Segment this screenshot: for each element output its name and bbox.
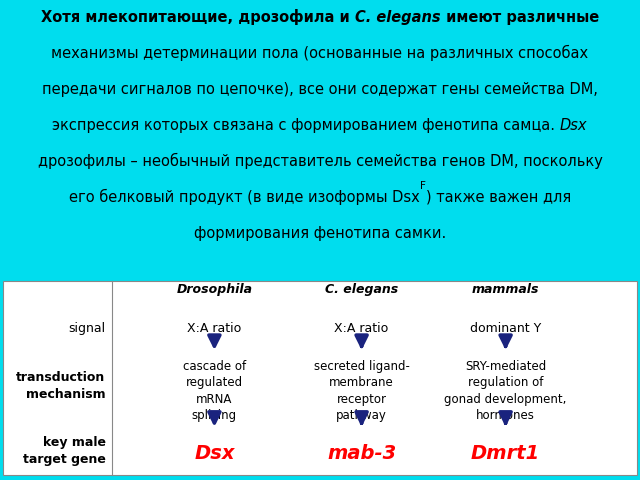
Text: имеют различные: имеют различные xyxy=(440,10,599,24)
Text: mammals: mammals xyxy=(472,283,540,296)
Text: дрозофилы – необычный представитель семейства генов DM, поскольку: дрозофилы – необычный представитель семе… xyxy=(38,153,602,168)
Text: cascade of
regulated
mRNA
splicing: cascade of regulated mRNA splicing xyxy=(183,360,246,422)
Text: mab-3: mab-3 xyxy=(327,444,396,463)
Text: key male
target gene: key male target gene xyxy=(23,436,106,466)
Text: Drosophila: Drosophila xyxy=(177,283,252,296)
Text: его белковый продукт (в виде изоформы Dsx: его белковый продукт (в виде изоформы Ds… xyxy=(69,189,420,204)
Text: Dsx: Dsx xyxy=(194,444,235,463)
Text: передачи сигналов по цепочке), все они содержат гены семейства DM,: передачи сигналов по цепочке), все они с… xyxy=(42,82,598,96)
FancyBboxPatch shape xyxy=(3,281,637,475)
Text: формирования фенотипа самки.: формирования фенотипа самки. xyxy=(194,226,446,240)
Text: механизмы детерминации пола (основанные на различных способах: механизмы детерминации пола (основанные … xyxy=(51,45,589,60)
Text: F: F xyxy=(420,181,426,191)
Text: X:A ratio: X:A ratio xyxy=(335,322,388,336)
Text: C. elegans: C. elegans xyxy=(355,10,440,24)
Text: signal: signal xyxy=(68,322,106,336)
Text: экспрессия которых связана с формированием фенотипа самца.: экспрессия которых связана с формировани… xyxy=(52,118,560,132)
Text: ) также важен для: ) также важен для xyxy=(426,190,571,204)
Text: C. elegans: C. elegans xyxy=(325,283,398,296)
Text: dominant Y: dominant Y xyxy=(470,322,541,336)
Text: Dsx: Dsx xyxy=(560,118,588,132)
Text: Хотя млекопитающие, дрозофила и: Хотя млекопитающие, дрозофила и xyxy=(41,9,355,24)
Text: X:A ratio: X:A ratio xyxy=(188,322,241,336)
Text: transduction
mechanism: transduction mechanism xyxy=(17,372,106,401)
Text: secreted ligand-
membrane
receptor
pathway: secreted ligand- membrane receptor pathw… xyxy=(314,360,410,422)
Text: Dmrt1: Dmrt1 xyxy=(471,444,540,463)
Text: SRY-mediated
regulation of
gonad development,
hormones: SRY-mediated regulation of gonad develop… xyxy=(444,360,567,422)
